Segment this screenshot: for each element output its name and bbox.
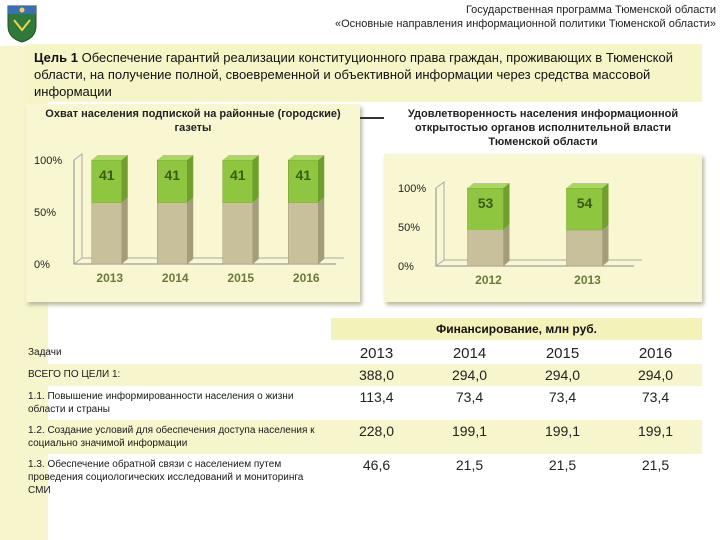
- coat-of-arms-logo: [7, 5, 37, 43]
- chart2-svg: 0% 50% 100% 53 2012 54 2013: [398, 181, 642, 287]
- task-label: ВСЕГО ПО ЦЕЛИ 1:: [28, 369, 121, 380]
- task-label: 1.2. Создание условий для обеспечения до…: [28, 425, 315, 449]
- bar-side-bottom: [252, 197, 259, 264]
- category-label: 2015: [227, 271, 254, 285]
- y-tick-label: 100%: [34, 155, 62, 167]
- bar-bottom-segment: [157, 202, 188, 265]
- task-label: 1.3. Обеспечение обратной связи с населе…: [28, 459, 304, 496]
- y-tick-label: 50%: [398, 222, 420, 234]
- subscription-coverage-chart: Охват населения подпиской на районные (г…: [26, 104, 360, 302]
- funding-value: 388,0: [358, 367, 395, 383]
- table-row: 1.3. Обеспечение обратной связи с населе…: [26, 454, 702, 501]
- chart1-title: Охват населения подпиской на районные (г…: [45, 108, 341, 134]
- bar-cap: [157, 155, 194, 160]
- category-label: 2014: [162, 271, 189, 285]
- chart2-panel: 0% 50% 100% 53 2012 54 2013: [384, 154, 702, 302]
- funding-value: 199,1: [544, 423, 581, 439]
- bar-value-label: 41: [164, 167, 180, 183]
- funding-value: 73,4: [641, 389, 670, 405]
- bar-cap: [566, 183, 609, 188]
- goal-label: Цель 1: [34, 50, 78, 65]
- funding-value: 21,5: [455, 457, 484, 473]
- bar-bottom-segment: [288, 202, 319, 265]
- year-header: 2016: [638, 345, 673, 362]
- funding-value: 21,5: [641, 457, 670, 473]
- funding-value: 113,4: [359, 389, 394, 405]
- y-tick-label: 100%: [398, 183, 426, 195]
- bar-cap: [288, 155, 325, 160]
- bar-side-top: [318, 155, 325, 203]
- y-tick-label: 0%: [34, 259, 50, 271]
- funding-value: 294,0: [544, 367, 581, 383]
- bar-bottom-segment: [222, 202, 253, 265]
- goal-box: Цель 1 Обеспечение гарантий реализации к…: [26, 44, 702, 102]
- table-row: 1.2. Создание условий для обеспечения до…: [26, 420, 702, 454]
- chart2-title: Удовлетворенность населения информационн…: [407, 108, 679, 148]
- bar-value-label: 54: [577, 195, 593, 211]
- year-header: 2014: [452, 345, 487, 362]
- funding-value: 73,4: [455, 389, 484, 405]
- year-header: 2015: [545, 345, 580, 362]
- bar-top-segment: [467, 187, 504, 230]
- bar-side-bottom: [503, 224, 510, 266]
- bar-cap: [91, 155, 128, 160]
- year-header: 2013: [359, 345, 394, 362]
- program-title: Государственная программа Тюменской обла…: [465, 4, 716, 16]
- bar-bottom-segment: [467, 229, 504, 267]
- bar-side-bottom: [187, 197, 194, 264]
- funding-value: 199,1: [451, 423, 488, 439]
- funding-value: 294,0: [451, 367, 488, 383]
- funding-value: 46,6: [362, 457, 391, 473]
- tasks-header: Задачи: [28, 347, 62, 358]
- bar-side-top: [121, 155, 128, 203]
- category-label: 2012: [475, 273, 502, 287]
- y-tick-label: 50%: [34, 207, 56, 219]
- bar-bottom-segment: [566, 229, 603, 267]
- category-label: 2013: [96, 271, 123, 285]
- y-tick-label: 0%: [398, 261, 414, 273]
- funding-value: 199,1: [637, 423, 674, 439]
- bar-cap: [222, 155, 259, 160]
- funding-value: 21,5: [548, 457, 577, 473]
- bar-cap: [467, 183, 510, 188]
- goal-text: Обеспечение гарантий реализации конститу…: [34, 50, 673, 99]
- bar-value-label: 53: [478, 195, 494, 211]
- bar-top-segment: [566, 187, 603, 231]
- category-label: 2016: [293, 271, 320, 285]
- chart1-svg: 0% 50% 100% 41 2013 41 2014 41 2015 41 2016: [34, 153, 344, 285]
- program-subtitle: «Основные направления информационной пол…: [334, 18, 716, 30]
- bar-side-bottom: [121, 197, 128, 264]
- bar-side-top: [602, 183, 609, 231]
- funding-value: 73,4: [548, 389, 577, 405]
- funding-value: 228,0: [358, 423, 395, 439]
- task-label: 1.1. Повышение информированности населен…: [28, 391, 294, 415]
- openness-satisfaction-chart: Удовлетворенность населения информационн…: [384, 104, 702, 302]
- bar-side-top: [252, 155, 259, 203]
- table-row: ВСЕГО ПО ЦЕЛИ 1: 388,0 294,0 294,0 294,0: [26, 364, 702, 386]
- program-header: Государственная программа Тюменской обла…: [335, 3, 716, 31]
- bar-side-bottom: [602, 225, 609, 266]
- funding-value: 294,0: [637, 367, 674, 383]
- bar-value-label: 41: [99, 167, 115, 183]
- funding-table: Задачи 2013 2014 2015 2016 ВСЕГО ПО ЦЕЛИ 1: 38…: [26, 342, 702, 501]
- bar-side-top: [503, 183, 510, 230]
- funding-title: Финансирование, млн руб.: [331, 318, 702, 340]
- bar-value-label: 41: [230, 167, 246, 183]
- bar-bottom-segment: [91, 202, 122, 265]
- panel-connector: [360, 117, 384, 119]
- table-row: 1.1. Повышение информированности населен…: [26, 386, 702, 420]
- bar-side-bottom: [318, 197, 325, 264]
- axis-depth: [435, 181, 642, 267]
- category-label: 2013: [574, 273, 601, 287]
- bar-value-label: 41: [295, 167, 311, 183]
- funding-header-row: Задачи 2013 2014 2015 2016: [26, 342, 702, 364]
- bar-side-top: [187, 155, 194, 203]
